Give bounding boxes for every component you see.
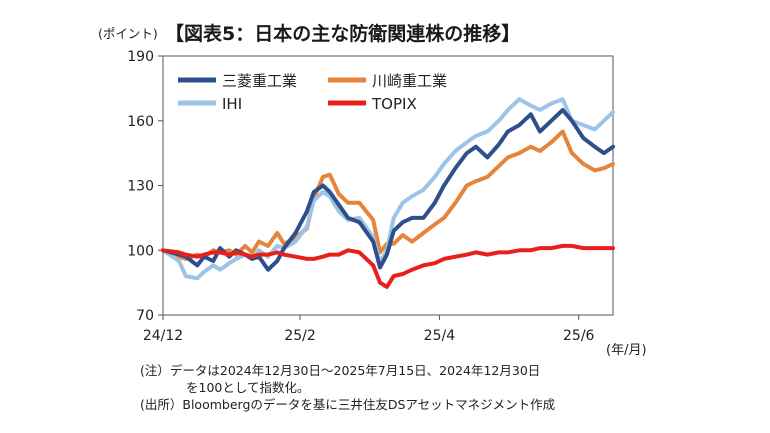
y-tick-label: 70 — [136, 308, 154, 324]
x-tick-label: 25/6 — [563, 328, 595, 344]
x-tick-label: 24/12 — [143, 328, 183, 344]
note-line-2: を100として指数化。 — [186, 380, 310, 395]
legend: 三菱重工業 川崎重工業 IHI TOPIX — [178, 72, 447, 113]
series-lines — [161, 97, 615, 289]
y-axis-label: (ポイント) — [98, 26, 158, 41]
y-axis-ticks: 70 100 130 160 190 — [127, 49, 163, 324]
x-axis-ticks: 24/12 25/2 25/4 25/6 — [143, 315, 595, 344]
y-tick-label: 160 — [127, 114, 154, 130]
chart-title: 【図表5：日本の主な防衛関連株の推移】 — [165, 22, 520, 45]
y-tick-label: 190 — [127, 49, 154, 65]
legend-label: IHI — [222, 95, 242, 113]
source-note: (出所）Bloombergのデータを基に三井住友DSアセットマネジメント作成 — [140, 397, 556, 412]
x-axis-label: (年/月) — [606, 343, 647, 358]
note-line-1: (注）データは2024年12月30日～2025年7月15日、2024年12月30… — [140, 363, 541, 378]
series-line — [161, 108, 615, 272]
x-tick-label: 25/4 — [424, 328, 456, 344]
series-line — [161, 243, 615, 289]
legend-label: TOPIX — [371, 95, 417, 113]
x-tick-label: 25/2 — [284, 328, 315, 344]
defense-stocks-chart: 【図表5：日本の主な防衛関連株の推移】 (ポイント) 70 100 130 160 19… — [98, 22, 647, 358]
y-tick-label: 100 — [127, 243, 154, 259]
legend-label: 三菱重工業 — [222, 72, 297, 90]
legend-label: 川崎重工業 — [372, 72, 447, 90]
y-tick-label: 130 — [127, 179, 154, 195]
chart-notes: (注）データは2024年12月30日～2025年7月15日、2024年12月30… — [140, 362, 555, 413]
